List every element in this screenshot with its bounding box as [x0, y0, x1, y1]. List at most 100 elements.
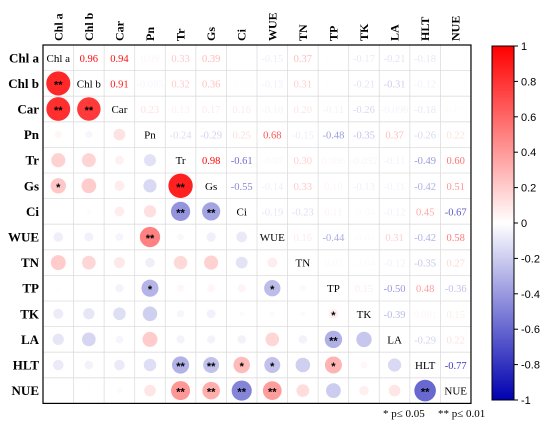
- correlation-circle: [114, 155, 124, 165]
- correlation-value: 0.37: [385, 131, 403, 142]
- correlation-value: -0.096: [381, 105, 408, 116]
- correlation-circle: [115, 233, 124, 241]
- row-label: Ci: [26, 204, 39, 219]
- correlation-value: -0.03: [231, 79, 253, 90]
- colorbar-tick-label: -1: [521, 395, 531, 407]
- diagonal-label: Car: [111, 104, 127, 116]
- correlation-circle: [50, 255, 66, 271]
- significance-marker: **: [268, 387, 277, 399]
- correlation-circle: [359, 385, 369, 396]
- correlation-value: 0.96: [80, 54, 98, 65]
- colorbar-tick-label: 0.2: [521, 183, 536, 195]
- correlation-circle: [81, 178, 97, 194]
- row-label: TP: [22, 281, 39, 296]
- column-label: LA: [388, 24, 402, 41]
- correlation-value: 0.31: [294, 79, 312, 90]
- correlation-value: -0.12: [384, 259, 406, 270]
- correlation-value: -0.10: [261, 105, 283, 116]
- correlation-circle: [114, 359, 125, 371]
- correlation-circle: [52, 333, 64, 346]
- significance-marker: **: [176, 387, 185, 399]
- significance-marker: **: [329, 335, 338, 347]
- row-label: WUE: [8, 230, 39, 245]
- correlation-circle: [177, 233, 184, 241]
- significance-marker: **: [207, 207, 216, 219]
- correlation-value: -0.21: [353, 79, 375, 90]
- column-label: Pn: [143, 27, 157, 41]
- correlation-circle: [170, 201, 191, 222]
- diagonal-label: HLT: [415, 360, 436, 372]
- correlation-circle: [239, 311, 245, 317]
- correlation-value: -0.39: [384, 310, 406, 321]
- correlation-circle: [114, 180, 125, 191]
- correlation-circle: [115, 284, 124, 293]
- column-label: Chl a: [51, 13, 65, 41]
- correlation-circle: [54, 130, 62, 139]
- correlation-circle: [113, 257, 125, 269]
- correlation-circle: [86, 286, 91, 291]
- colorbar-tick-label: -0.4: [521, 289, 540, 301]
- correlation-value: -0.04: [353, 259, 376, 270]
- correlation-circle: [144, 384, 156, 397]
- correlation-circle: [53, 308, 64, 319]
- correlation-value: 0.27: [447, 259, 465, 270]
- correlation-value: -0.01: [322, 79, 344, 90]
- correlation-value: -0.19: [261, 207, 283, 218]
- correlation-value: -0.35: [414, 259, 436, 270]
- correlation-circle: [387, 358, 402, 372]
- correlation-value: 0.081: [413, 310, 437, 321]
- correlation-circle: [115, 335, 124, 344]
- correlation-circle: [231, 380, 252, 401]
- column-label: TP: [326, 26, 340, 41]
- column-label: Gs: [204, 27, 218, 41]
- row-label: LA: [21, 332, 40, 347]
- correlation-value: -0.26: [414, 131, 436, 142]
- correlation-value: -0.18: [414, 105, 436, 116]
- correlation-circle: [142, 306, 158, 322]
- correlation-circle: [142, 331, 158, 347]
- correlation-circle: [237, 284, 246, 293]
- significance-marker: *: [331, 310, 336, 322]
- correlation-circle: [296, 384, 310, 397]
- correlation-circle: [113, 307, 126, 321]
- significance-marker: *: [240, 361, 245, 373]
- correlation-value: 0.20: [294, 105, 312, 116]
- correlation-value: 0.10: [324, 182, 342, 193]
- footnote-double: ** p≤ 0.01: [438, 408, 486, 420]
- correlation-value: -0.15: [261, 54, 283, 65]
- correlation-value: 0.22: [447, 131, 465, 142]
- correlation-value: -0.29: [414, 335, 436, 346]
- correlation-circle: [83, 308, 95, 320]
- correlation-value: -0.67: [445, 207, 467, 218]
- correlation-value: -0.12: [414, 79, 436, 90]
- column-label: TK: [357, 23, 371, 41]
- row-label: NUE: [12, 383, 39, 398]
- cells-layer: Chl a Chl b Car Pn Tr Gs Ci WUE TN TP TK LA HLT NUE 0.…: [46, 53, 467, 402]
- correlation-circle: [328, 309, 339, 319]
- correlation-value: -0.77: [445, 361, 467, 372]
- correlation-circle: [143, 205, 157, 218]
- significance-marker: **: [237, 387, 246, 399]
- colorbar-tick-label: 0.8: [521, 76, 536, 88]
- correlation-value: 0.94: [110, 54, 129, 65]
- diagonal-label: TP: [327, 283, 340, 295]
- correlation-value: -0.092: [350, 156, 377, 167]
- correlation-circle: [51, 153, 66, 168]
- correlation-value: -0.15: [292, 131, 314, 142]
- row-label: TN: [21, 255, 40, 270]
- correlation-circle: [50, 178, 66, 194]
- correlation-circle: [116, 387, 123, 394]
- diagonal-label: Chl b: [77, 78, 102, 90]
- column-label: Tr: [174, 28, 188, 41]
- correlation-circle: [207, 284, 216, 293]
- row-label: TK: [20, 306, 40, 321]
- column-label: NUE: [449, 16, 463, 41]
- footnote-single: * p≤ 0.05: [383, 408, 425, 420]
- labels-layer: Chl a Chl a Chl b Chl b Car Car Pn Pn Tr Tr Gs Gs Ci…: [8, 12, 463, 398]
- correlation-value: 0.60: [447, 156, 465, 167]
- diagonal-label: Tr: [176, 155, 186, 167]
- correlation-value: -0.07: [261, 156, 283, 167]
- correlation-value: -0.17: [353, 54, 375, 65]
- correlation-value: -0.11: [384, 182, 405, 193]
- correlation-value: 0.45: [416, 207, 434, 218]
